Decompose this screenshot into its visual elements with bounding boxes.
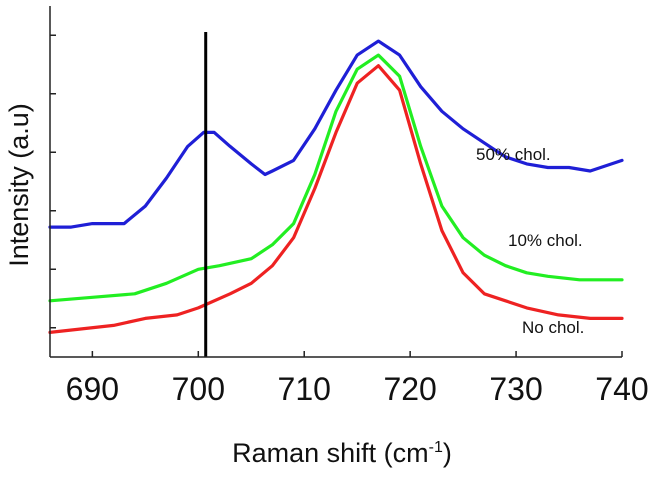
series-layer: [48, 39, 624, 334]
series-line-50-chol: [48, 39, 624, 229]
series-label-10-chol: 10% chol.: [508, 231, 583, 250]
y-axis-title: Intensity (a.u): [4, 103, 34, 267]
x-tick-label: 700: [172, 371, 225, 407]
x-tick-label: 740: [595, 371, 648, 407]
series-label-no-chol: No chol.: [522, 318, 584, 337]
x-tick-label: 710: [278, 371, 331, 407]
series-line-10-chol: [48, 53, 624, 303]
x-tick-label: 690: [66, 371, 119, 407]
series-labels: 50% chol. 10% chol. No chol.: [476, 145, 584, 337]
x-tick-label: 720: [383, 371, 436, 407]
x-axis-title-superscript: -1: [429, 439, 443, 456]
x-axis-title-suffix: ): [443, 438, 452, 468]
series-label-50-chol: 50% chol.: [476, 145, 551, 164]
x-tick-labels: 690 700 710 720 730 740: [66, 371, 649, 407]
axes: [49, 6, 623, 358]
x-axis-title-main: Raman shift (cm: [232, 438, 429, 468]
x-tick-label: 730: [489, 371, 542, 407]
series-line-no-chol: [48, 64, 624, 334]
x-axis-title: Raman shift (cm-1): [232, 438, 452, 468]
